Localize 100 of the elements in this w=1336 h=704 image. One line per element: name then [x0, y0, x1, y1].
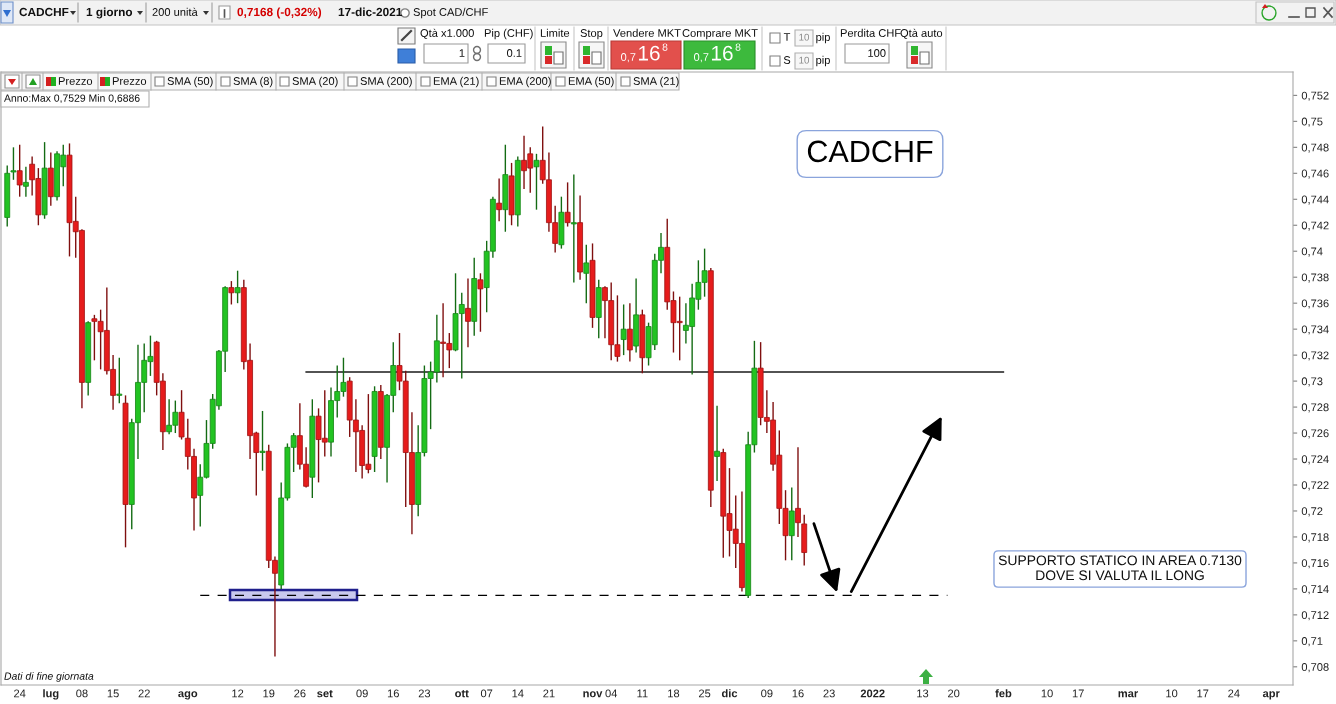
- text: Perdita CHF: [840, 28, 901, 37]
- x-tick-label: lug: [43, 689, 59, 700]
- annotation: SMA (200): [360, 76, 412, 88]
- annotation: Prezzo: [58, 77, 93, 85]
- candlestick: [620, 303, 627, 356]
- text: 10: [799, 33, 810, 41]
- text: 1 giorno: [86, 7, 133, 19]
- x-tick-label: nov: [583, 691, 603, 698]
- y-tick-label: 0,744: [1301, 195, 1329, 205]
- candlestick: [465, 277, 471, 349]
- text: 200 unità: [152, 7, 198, 16]
- candlestick: [477, 272, 484, 333]
- x-tick-label: 09: [356, 689, 368, 698]
- x-tick-label: 10: [1041, 689, 1053, 698]
- y-tick-label: 0,712: [1301, 611, 1329, 621]
- text: Qtà auto: [900, 28, 943, 39]
- text: Vendere MKT: [613, 28, 681, 37]
- x-tick-label: 12: [232, 689, 244, 698]
- text: 16: [712, 45, 733, 61]
- y-tick-label: 0,75: [1301, 117, 1323, 127]
- annotation: EMA (200): [499, 76, 551, 88]
- x-tick-label: 22: [138, 689, 150, 698]
- text: T: [783, 33, 791, 41]
- x-tick-label: 20: [948, 689, 960, 698]
- candlestick: [116, 357, 123, 404]
- text: 10: [799, 56, 810, 64]
- x-tick-label: 21: [543, 689, 555, 698]
- x-tick-label: 2022: [860, 689, 885, 698]
- y-tick-label: 0,738: [1301, 273, 1329, 283]
- candlestick: [714, 405, 720, 482]
- y-tick-label: 0,746: [1301, 169, 1329, 179]
- text: 16: [639, 45, 660, 61]
- candlestick: [496, 177, 503, 223]
- y-tick-label: 0,752: [1301, 91, 1329, 101]
- text: Comprare MKT: [682, 29, 758, 40]
- text: 17-dic-2021: [338, 7, 402, 17]
- x-tick-label: 19: [263, 689, 275, 698]
- text: 100: [868, 49, 886, 57]
- x-tick-label: 17: [1072, 689, 1084, 698]
- annotation: Prezzo: [112, 77, 147, 85]
- text: CADCHF: [807, 140, 933, 163]
- x-tick-label: 10: [1166, 689, 1178, 698]
- candlestick: [234, 270, 241, 304]
- annotation: Anno:Max 0,7529 Min 0,6886: [4, 94, 140, 104]
- x-tick-label: 07: [480, 689, 493, 698]
- y-tick-label: 0,728: [1301, 403, 1329, 413]
- candlestick: [228, 280, 235, 306]
- x-tick-label: 17: [1197, 689, 1209, 698]
- x-tick-label: 04: [605, 689, 618, 698]
- annotation: EMA (50): [568, 76, 614, 88]
- candlestick: [533, 153, 540, 211]
- candlestick: [259, 410, 266, 472]
- y-tick-label: 0,736: [1301, 299, 1329, 309]
- y-tick-label: 0,726: [1301, 429, 1329, 439]
- x-tick-label: 16: [387, 689, 399, 698]
- annotation: SMA (50): [167, 76, 213, 88]
- x-tick-label: 16: [792, 689, 804, 698]
- x-tick-label: 24: [1228, 689, 1240, 698]
- text: 0.1: [506, 49, 522, 57]
- x-tick-label: 18: [668, 689, 680, 698]
- y-tick-label: 0,716: [1301, 559, 1329, 569]
- annotation: SMA (21): [633, 76, 679, 88]
- y-tick-label: 0,74: [1301, 247, 1323, 257]
- text: Limite: [540, 28, 570, 37]
- text: 0,7: [620, 53, 636, 63]
- x-tick-label: 09: [761, 689, 773, 698]
- candlestick: [626, 302, 633, 363]
- x-tick-label: 08: [76, 689, 88, 698]
- annotation: Dati di fine giornata: [4, 672, 94, 682]
- annotation: SMA (20): [292, 76, 338, 88]
- annotation: SUPPORTO STATICO IN AREA 0.7130 DOVE SI VALUTA IL LONG: [998, 555, 1242, 581]
- x-tick-label: apr: [1262, 691, 1280, 700]
- y-tick-label: 0,718: [1301, 533, 1329, 543]
- x-tick-label: 24: [14, 689, 26, 698]
- candlestick: [10, 146, 17, 181]
- text: pip: [816, 55, 830, 67]
- y-tick-label: 0,724: [1301, 455, 1329, 465]
- candlestick: [564, 181, 571, 228]
- x-tick-label: 14: [512, 689, 524, 698]
- x-tick-label: 23: [823, 689, 835, 698]
- y-tick-label: 0,742: [1301, 221, 1329, 231]
- annotation: EMA (21): [433, 76, 479, 88]
- text: 0,7168 (-0,32%): [237, 7, 322, 19]
- x-tick-label: 13: [917, 689, 929, 698]
- candlestick: [23, 166, 29, 198]
- text: S: [783, 56, 791, 64]
- y-tick-label: 0,71: [1301, 637, 1323, 647]
- text: Qtà x1.000: [420, 28, 474, 39]
- x-tick-label: mar: [1118, 691, 1139, 698]
- y-tick-label: 0,73: [1301, 377, 1323, 387]
- annotation: SMA (8): [233, 76, 273, 88]
- x-tick-label: feb: [995, 689, 1012, 698]
- y-tick-label: 0,722: [1301, 481, 1329, 491]
- text: 8: [735, 43, 741, 51]
- y-tick-label: 0,708: [1301, 663, 1329, 673]
- x-tick-label: ott: [455, 689, 469, 698]
- x-tick-label: set: [317, 689, 333, 698]
- y-tick-label: 0,732: [1301, 351, 1329, 361]
- x-tick-label: 25: [698, 689, 711, 698]
- x-tick-label: 26: [294, 689, 306, 698]
